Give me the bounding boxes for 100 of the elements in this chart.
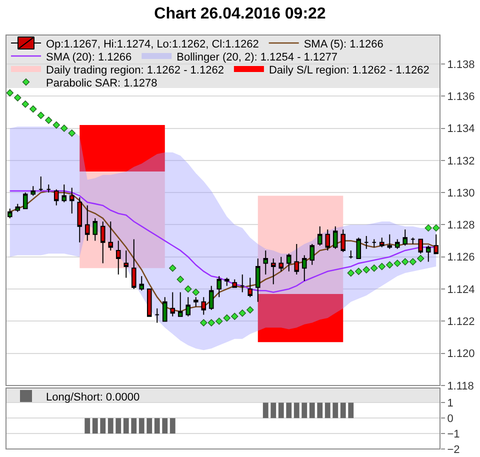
y-tick-label: 1.138 — [447, 58, 475, 71]
candlestick — [193, 296, 198, 308]
legend-label: Op:1.1267, Hi:1.1274, Lo:1.1262, Cl:1.1262 — [46, 38, 259, 50]
candlestick — [402, 229, 408, 246]
candlestick — [224, 277, 230, 286]
point — [176, 276, 184, 283]
point — [192, 288, 200, 296]
candlestick — [170, 292, 176, 317]
legend-label: Daily trading region: 1.1262 - 1.1262 — [46, 64, 224, 76]
candlestick — [92, 218, 98, 242]
point — [200, 319, 208, 326]
candlestick — [434, 234, 439, 254]
candlestick — [263, 250, 268, 276]
candlestick — [54, 188, 59, 206]
candlestick — [116, 240, 121, 276]
candlestick — [294, 244, 300, 276]
candlestick — [255, 258, 260, 302]
candlestick — [69, 187, 74, 214]
point — [355, 268, 362, 275]
y-tick-label: −1 — [447, 428, 460, 440]
point — [362, 266, 370, 274]
legend-label: Daily S/L region: 1.1262 - 1.1262 — [268, 64, 430, 76]
candlestick — [77, 196, 82, 243]
legend-label: SMA (20): 1.1266 — [46, 51, 132, 64]
point — [231, 312, 238, 320]
point — [184, 285, 192, 293]
candlestick — [178, 292, 183, 317]
point — [386, 261, 394, 269]
candlestick — [162, 296, 168, 322]
candlestick — [372, 238, 377, 248]
candlestick — [310, 244, 315, 266]
chart-title: Chart 26.04.2016 09:22 — [154, 6, 326, 23]
candlestick — [394, 238, 400, 250]
y-tick-label: 1.124 — [447, 284, 475, 296]
point — [238, 310, 246, 317]
y-tick-label: 0 — [447, 412, 454, 425]
legend-label: Parabolic SAR: 1.1278 — [46, 77, 158, 90]
candlestick — [325, 229, 330, 251]
y-tick-label: −2 — [447, 444, 460, 456]
point — [45, 116, 52, 124]
candlestick — [387, 234, 392, 250]
y-tick-label: 1.132 — [447, 155, 475, 168]
candlestick — [100, 221, 106, 264]
point — [14, 94, 22, 102]
point — [394, 260, 401, 267]
y-tick-label: 1 — [447, 398, 454, 410]
candlestick — [7, 208, 12, 219]
point — [216, 318, 223, 325]
candlestick — [302, 254, 307, 282]
candlestick — [332, 226, 338, 250]
candlestick — [131, 238, 136, 290]
y-tick-label: 1.130 — [447, 187, 475, 200]
candlestick — [410, 237, 416, 245]
candlestick — [201, 296, 206, 316]
y-tick-label: 1.134 — [447, 123, 475, 136]
candlestick — [248, 277, 253, 298]
y-tick-label: 1.120 — [447, 348, 475, 360]
point — [409, 258, 416, 266]
candlestick — [154, 308, 160, 324]
point — [169, 264, 176, 272]
legend-label: Bollinger (20, 2): 1.1254 - 1.1277 — [176, 51, 338, 64]
candlestick — [418, 238, 424, 254]
candlestick — [240, 274, 245, 293]
candlestick — [286, 253, 292, 272]
legend-label: SMA (5): 1.1266 — [304, 38, 384, 50]
y-tick-label: 1.136 — [447, 90, 475, 103]
candlestick — [379, 237, 384, 248]
point — [208, 319, 215, 326]
point — [6, 89, 14, 96]
y-tick-label: 1.122 — [447, 316, 475, 328]
candlestick — [30, 186, 36, 196]
candlestick — [340, 229, 346, 253]
point — [30, 105, 37, 113]
point — [402, 258, 409, 266]
candlestick — [364, 235, 369, 250]
point — [378, 262, 386, 270]
point — [223, 314, 230, 322]
point — [246, 306, 254, 314]
candlestick — [46, 184, 52, 194]
candlestick — [108, 221, 114, 251]
point — [52, 121, 60, 129]
point — [432, 224, 440, 232]
candlestick — [124, 250, 129, 278]
candlestick — [62, 184, 67, 203]
candlestick — [356, 237, 362, 259]
point — [68, 129, 76, 137]
candlestick — [426, 245, 431, 262]
point — [22, 100, 29, 108]
candlestick — [208, 285, 214, 310]
y-tick-label: 1.126 — [447, 252, 475, 264]
candlestick — [186, 296, 191, 317]
candlestick — [348, 250, 354, 259]
candlestick — [278, 256, 284, 272]
candlestick — [15, 203, 20, 212]
candlestick — [216, 276, 222, 298]
point — [60, 124, 68, 132]
candlestick — [38, 176, 44, 192]
point — [370, 264, 378, 272]
point — [417, 254, 424, 262]
candlestick — [146, 288, 152, 317]
